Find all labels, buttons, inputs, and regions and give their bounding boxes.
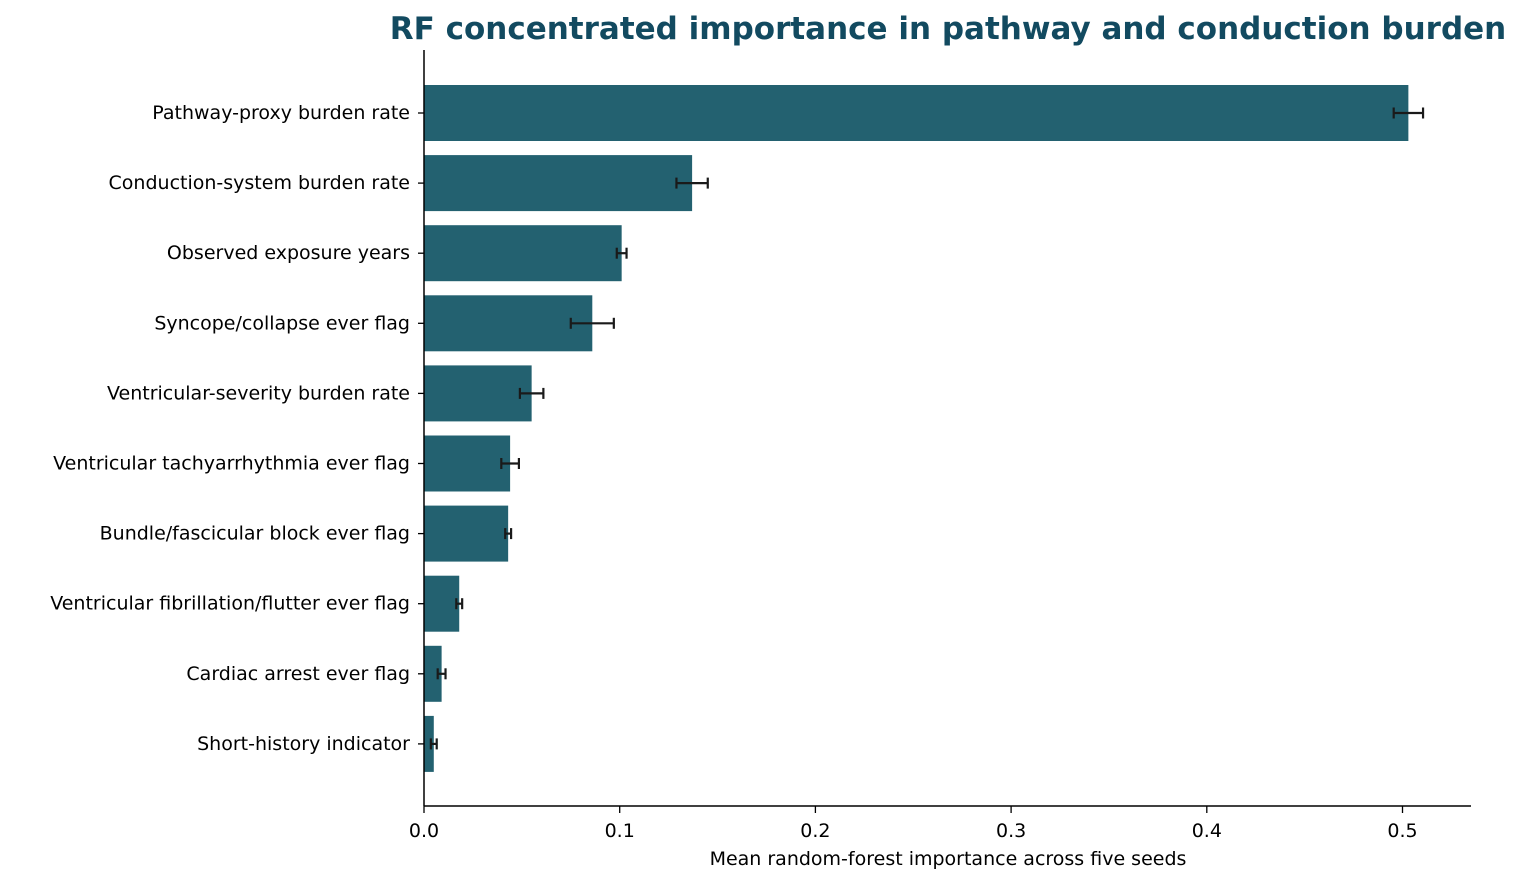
y-tick-label: Conduction-system burden rate [109,172,410,194]
bar [424,295,593,352]
bar [424,435,511,492]
y-tick-label: Ventricular-severity burden rate [107,382,410,404]
bars-layer [424,85,1409,772]
y-tick-label: Short-history indicator [197,733,410,755]
bar [424,645,442,702]
x-tick-label: 0.2 [800,820,830,842]
y-tick-label: Syncope/collapse ever flag [154,312,410,334]
bar [424,225,622,282]
bar [424,365,532,422]
bar [424,715,434,772]
x-axis-label: Mean random-forest importance across fiv… [710,848,1187,870]
x-tick-label: 0.0 [409,820,439,842]
x-tick-label: 0.4 [1192,820,1222,842]
bar [424,575,460,632]
chart-title: RF concentrated importance in pathway an… [390,11,1506,47]
y-tick-label: Pathway-proxy burden rate [152,102,410,124]
y-tick-label: Bundle/fascicular block ever flag [100,523,410,545]
x-tick-labels: 0.0 0.1 0.2 0.3 0.4 0.5 [409,820,1418,842]
x-tick-label: 0.1 [605,820,635,842]
y-tick-label: Observed exposure years [167,242,410,264]
error-bars-layer [429,107,1425,750]
x-tick-label: 0.5 [1387,820,1417,842]
axes-layer [418,50,1471,813]
bar [424,85,1409,141]
y-tick-label: Ventricular tachyarrhythmia ever flag [53,453,410,475]
bar [424,155,693,212]
y-tick-labels: Pathway-proxy burden rate Conduction-syst… [50,102,410,755]
bar [424,505,509,562]
y-tick-label: Cardiac arrest ever flag [186,663,410,685]
x-tick-label: 0.3 [996,820,1026,842]
y-tick-label: Ventricular fibrillation/flutter ever fl… [50,593,410,615]
